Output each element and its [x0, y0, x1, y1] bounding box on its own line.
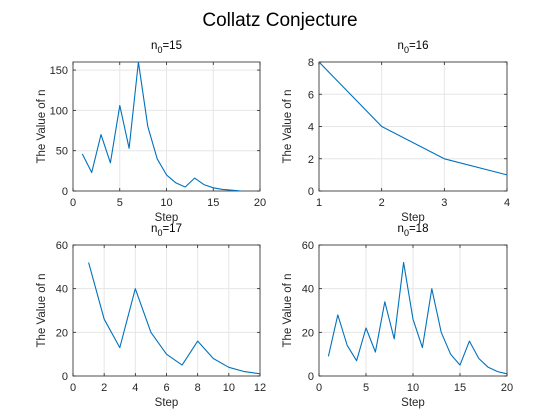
series-line — [81, 61, 242, 192]
x-tick-label: 5 — [117, 197, 123, 209]
series-line — [88, 262, 261, 375]
y-tick-label: 100 — [50, 105, 68, 117]
y-axis-label: The Value of n — [36, 274, 48, 348]
x-tick-label: 0 — [70, 382, 76, 394]
x-tick-label: 6 — [163, 382, 169, 394]
x-tick-label: 20 — [254, 197, 266, 209]
x-tick-label: 4 — [132, 382, 138, 394]
x-tick-label: 8 — [195, 382, 201, 394]
x-axis-label: Step — [401, 212, 425, 224]
subplot-title-main: n — [151, 223, 157, 235]
y-tick-label: 2 — [308, 154, 314, 166]
subplot-title-subscript: 0 — [157, 228, 162, 238]
x-tick-label: 15 — [454, 382, 466, 394]
x-tick-label: 5 — [363, 382, 369, 394]
figure-title: Collatz Conjecture — [202, 10, 358, 31]
y-tick-label: 8 — [308, 57, 314, 69]
x-tick-label: 0 — [316, 382, 322, 394]
y-axis-label: The Value of n — [282, 274, 294, 348]
x-tick-label: 10 — [407, 382, 419, 394]
subplot-title-rest: =17 — [162, 223, 182, 235]
x-tick-label: 4 — [504, 197, 510, 209]
x-tick-label: 10 — [160, 197, 172, 209]
x-tick-label: 15 — [207, 197, 219, 209]
y-tick-label: 4 — [308, 122, 314, 134]
x-tick-label: 0 — [70, 197, 76, 209]
x-tick-label: 2 — [101, 382, 107, 394]
y-tick-label: 20 — [56, 327, 68, 339]
x-tick-label: 3 — [441, 197, 447, 209]
subplot-title: n0=16 — [398, 40, 429, 55]
subplot-title-main: n — [151, 40, 157, 52]
y-tick-label: 20 — [302, 327, 314, 339]
subplot-title-subscript: 0 — [157, 45, 162, 55]
y-tick-label: 0 — [308, 186, 314, 198]
series-line — [327, 261, 508, 375]
subplot-title-subscript: 0 — [404, 228, 409, 238]
subplot-title-main: n — [398, 40, 404, 52]
x-axis-label: Step — [155, 397, 179, 409]
y-axis-label: The Value of n — [282, 90, 294, 164]
y-tick-label: 60 — [302, 240, 314, 252]
x-tick-label: 12 — [254, 382, 266, 394]
subplot-title-subscript: 0 — [404, 45, 409, 55]
y-tick-label: 0 — [62, 186, 68, 198]
y-tick-label: 6 — [308, 89, 314, 101]
y-tick-label: 150 — [50, 65, 68, 77]
y-axis-label: The Value of n — [36, 90, 48, 164]
y-tick-label: 40 — [56, 284, 68, 296]
y-tick-label: 50 — [56, 146, 68, 158]
x-tick-label: 10 — [223, 382, 235, 394]
subplot-title-rest: =15 — [162, 40, 182, 52]
subplot-title: n0=18 — [398, 223, 429, 238]
y-tick-label: 40 — [302, 284, 314, 296]
y-tick-label: 0 — [308, 371, 314, 383]
x-axis-label: Step — [401, 397, 425, 409]
subplot-title-main: n — [398, 223, 404, 235]
subplot-title-rest: =16 — [409, 40, 429, 52]
x-tick-label: 2 — [379, 197, 385, 209]
y-tick-label: 60 — [56, 240, 68, 252]
subplot-title: n0=15 — [151, 40, 182, 55]
y-tick-label: 0 — [62, 371, 68, 383]
subplot-title-rest: =18 — [409, 223, 429, 235]
x-tick-label: 20 — [501, 382, 513, 394]
x-tick-label: 1 — [316, 197, 322, 209]
x-axis-label: Step — [155, 212, 179, 224]
series-line — [318, 61, 508, 176]
subplot-title: n0=17 — [151, 223, 182, 238]
